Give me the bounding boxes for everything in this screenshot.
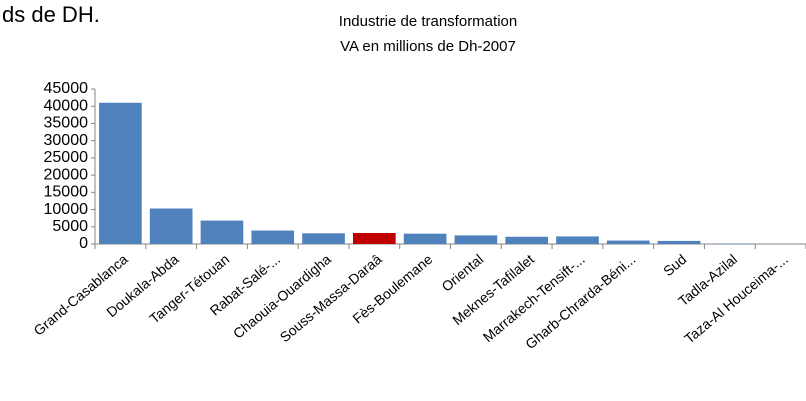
bar bbox=[352, 232, 396, 244]
y-tick-label: 45000 bbox=[44, 80, 89, 97]
y-tick-label: 20000 bbox=[44, 166, 89, 183]
bar bbox=[251, 230, 295, 244]
x-tick-label: Oriental bbox=[438, 251, 486, 295]
x-tick-label: Grand-Casablanca bbox=[30, 251, 130, 339]
y-tick-label: 35000 bbox=[44, 115, 89, 132]
chart-title: Industrie de transformation bbox=[339, 13, 517, 30]
y-tick-label: 40000 bbox=[44, 97, 89, 114]
bar bbox=[505, 236, 549, 244]
y-tick-label: 15000 bbox=[44, 184, 89, 201]
y-tick-label: 25000 bbox=[44, 149, 89, 166]
bar bbox=[200, 220, 244, 244]
bar bbox=[99, 102, 142, 245]
bar bbox=[302, 233, 345, 244]
y-tick-label: 5000 bbox=[52, 218, 88, 235]
y-tick-label: 0 bbox=[79, 235, 88, 252]
bar bbox=[149, 208, 193, 244]
bar bbox=[606, 240, 650, 244]
bar bbox=[556, 236, 599, 244]
chart-subtitle: VA en millions de Dh-2007 bbox=[340, 38, 516, 55]
bar bbox=[657, 240, 701, 244]
header-text: ds de DH. bbox=[2, 2, 100, 27]
x-tick-label: Sud bbox=[660, 251, 689, 279]
y-tick-label: 30000 bbox=[44, 132, 89, 149]
y-tick-label: 10000 bbox=[44, 201, 89, 218]
bar bbox=[403, 233, 447, 244]
bar bbox=[454, 235, 498, 244]
